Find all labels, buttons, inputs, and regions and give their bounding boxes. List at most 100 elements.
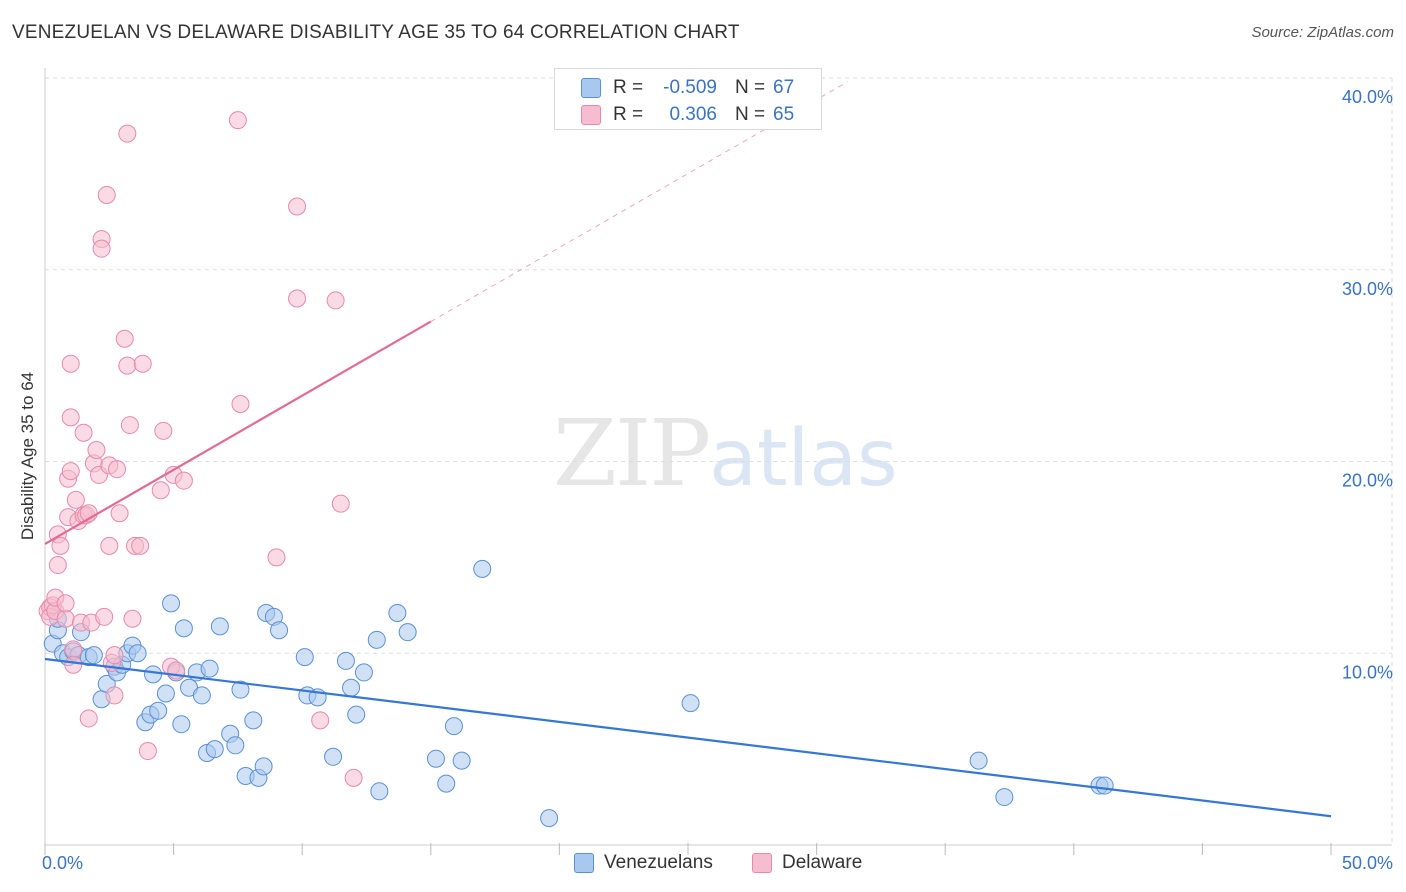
delaware-point <box>56 594 75 613</box>
venezuelans-point <box>398 623 417 642</box>
venezuelans-point <box>336 651 355 670</box>
venezuelans-point <box>84 646 103 665</box>
legend-swatch-blue <box>581 78 601 98</box>
delaware-point <box>120 416 139 435</box>
delaware-point <box>154 421 173 440</box>
delaware-point <box>95 607 114 626</box>
chart-source: Source: ZipAtlas.com <box>1251 24 1394 41</box>
delaware-point <box>110 504 129 523</box>
x-tick-label-max: 50.0% <box>1342 853 1393 873</box>
venezuelans-point <box>342 678 361 697</box>
venezuelans-point <box>969 751 988 770</box>
watermark: ZIPatlas <box>553 400 898 507</box>
venezuelans-point <box>270 621 289 640</box>
delaware-point <box>331 494 350 513</box>
delaware-point <box>79 709 98 728</box>
delaware-point <box>326 291 345 310</box>
venezuelans-point <box>540 809 559 828</box>
tick-labels: 10.0% 20.0% 30.0% 40.0% 0.0% 50.0% <box>42 87 1393 873</box>
venezuelans-point <box>156 684 175 703</box>
venezuelans-point <box>367 630 386 649</box>
delaware-point <box>138 742 157 761</box>
venezuelans-point <box>444 717 463 736</box>
venezuelans-point <box>226 736 245 755</box>
venezuelans-points <box>43 559 1114 828</box>
delaware-point <box>56 609 75 628</box>
y-tick-label: 20.0% <box>1342 471 1393 491</box>
delaware-point <box>66 490 85 509</box>
legend-n-label: N = <box>735 104 766 125</box>
venezuelans-point <box>324 747 343 766</box>
legend-row-venezuelans: R = -0.509 N = 67 <box>555 74 823 102</box>
delaware-point <box>105 646 124 665</box>
venezuelans-point <box>437 774 456 793</box>
delaware-point <box>288 197 307 216</box>
legend-r-value: 0.306 <box>669 104 717 125</box>
legend-n-label: N = <box>735 77 766 98</box>
venezuelans-point <box>995 788 1014 807</box>
legend-r-label: R = <box>613 77 644 98</box>
y-tick-label: 30.0% <box>1342 279 1393 299</box>
delaware-point <box>118 124 137 143</box>
venezuelans-point <box>200 659 219 678</box>
delaware-point <box>48 556 67 575</box>
delaware-point <box>344 768 363 787</box>
venezuelans-point <box>231 680 250 699</box>
delaware-point <box>267 548 286 567</box>
venezuelans-point <box>388 603 407 622</box>
delaware-point <box>74 423 93 442</box>
venezuelans-point <box>192 686 211 705</box>
legend-swatch-pink <box>581 105 601 125</box>
venezuelans-point <box>370 782 389 801</box>
bottom-legend-swatch-blue <box>574 853 594 873</box>
delaware-points <box>38 111 363 787</box>
delaware-point <box>51 536 70 555</box>
venezuelans-point <box>1095 776 1114 795</box>
venezuelans-point <box>144 665 163 684</box>
delaware-point <box>231 394 250 413</box>
venezuelans-point <box>354 663 373 682</box>
axis-layer <box>44 68 1392 855</box>
y-tick-label: 10.0% <box>1342 662 1393 682</box>
y-axis-label: Disability Age 35 to 64 <box>18 371 37 541</box>
venezuelans-point <box>162 594 181 613</box>
venezuelans-point <box>244 711 263 730</box>
venezuelans-point <box>473 559 492 578</box>
venezuelans-point <box>452 751 471 770</box>
venezuelans-point <box>174 619 193 638</box>
venezuelans-point <box>172 715 191 734</box>
legend-n-value: 67 <box>773 77 795 98</box>
watermark-atlas: atlas <box>709 414 898 504</box>
venezuelans-point <box>149 701 168 720</box>
venezuelans-point <box>295 648 314 667</box>
correlation-legend: R = -0.509 N = 67 R = 0.306 N = 65 <box>554 68 822 130</box>
legend-r-label: R = <box>613 104 644 125</box>
delaware-point <box>61 408 80 427</box>
delaware-point <box>174 471 193 490</box>
venezuelans-point <box>347 705 366 724</box>
venezuelans-point <box>128 644 147 663</box>
delaware-point <box>151 481 170 500</box>
delaware-point <box>61 354 80 373</box>
delaware-point <box>115 329 134 348</box>
legend-row-delaware: R = 0.306 N = 65 <box>555 101 823 129</box>
venezuelans-point <box>210 617 229 636</box>
delaware-point <box>311 711 330 730</box>
venezuelans-trend-line <box>44 657 1332 818</box>
chart-title: VENEZUELAN VS DELAWARE DISABILITY AGE 35… <box>12 22 740 43</box>
bottom-legend-label-venezuelans: Venezuelans <box>604 852 713 873</box>
delaware-point <box>87 440 106 459</box>
delaware-point <box>288 289 307 308</box>
watermark-zip: ZIP <box>553 400 711 507</box>
venezuelans-point <box>254 757 273 776</box>
delaware-point <box>97 185 116 204</box>
delaware-point <box>118 356 137 375</box>
legend-n-value: 65 <box>773 104 795 125</box>
legend-r-value: -0.509 <box>663 77 717 98</box>
delaware-point <box>123 609 142 628</box>
delaware-point <box>108 460 127 479</box>
delaware-point <box>133 354 152 373</box>
delaware-point <box>92 239 111 258</box>
